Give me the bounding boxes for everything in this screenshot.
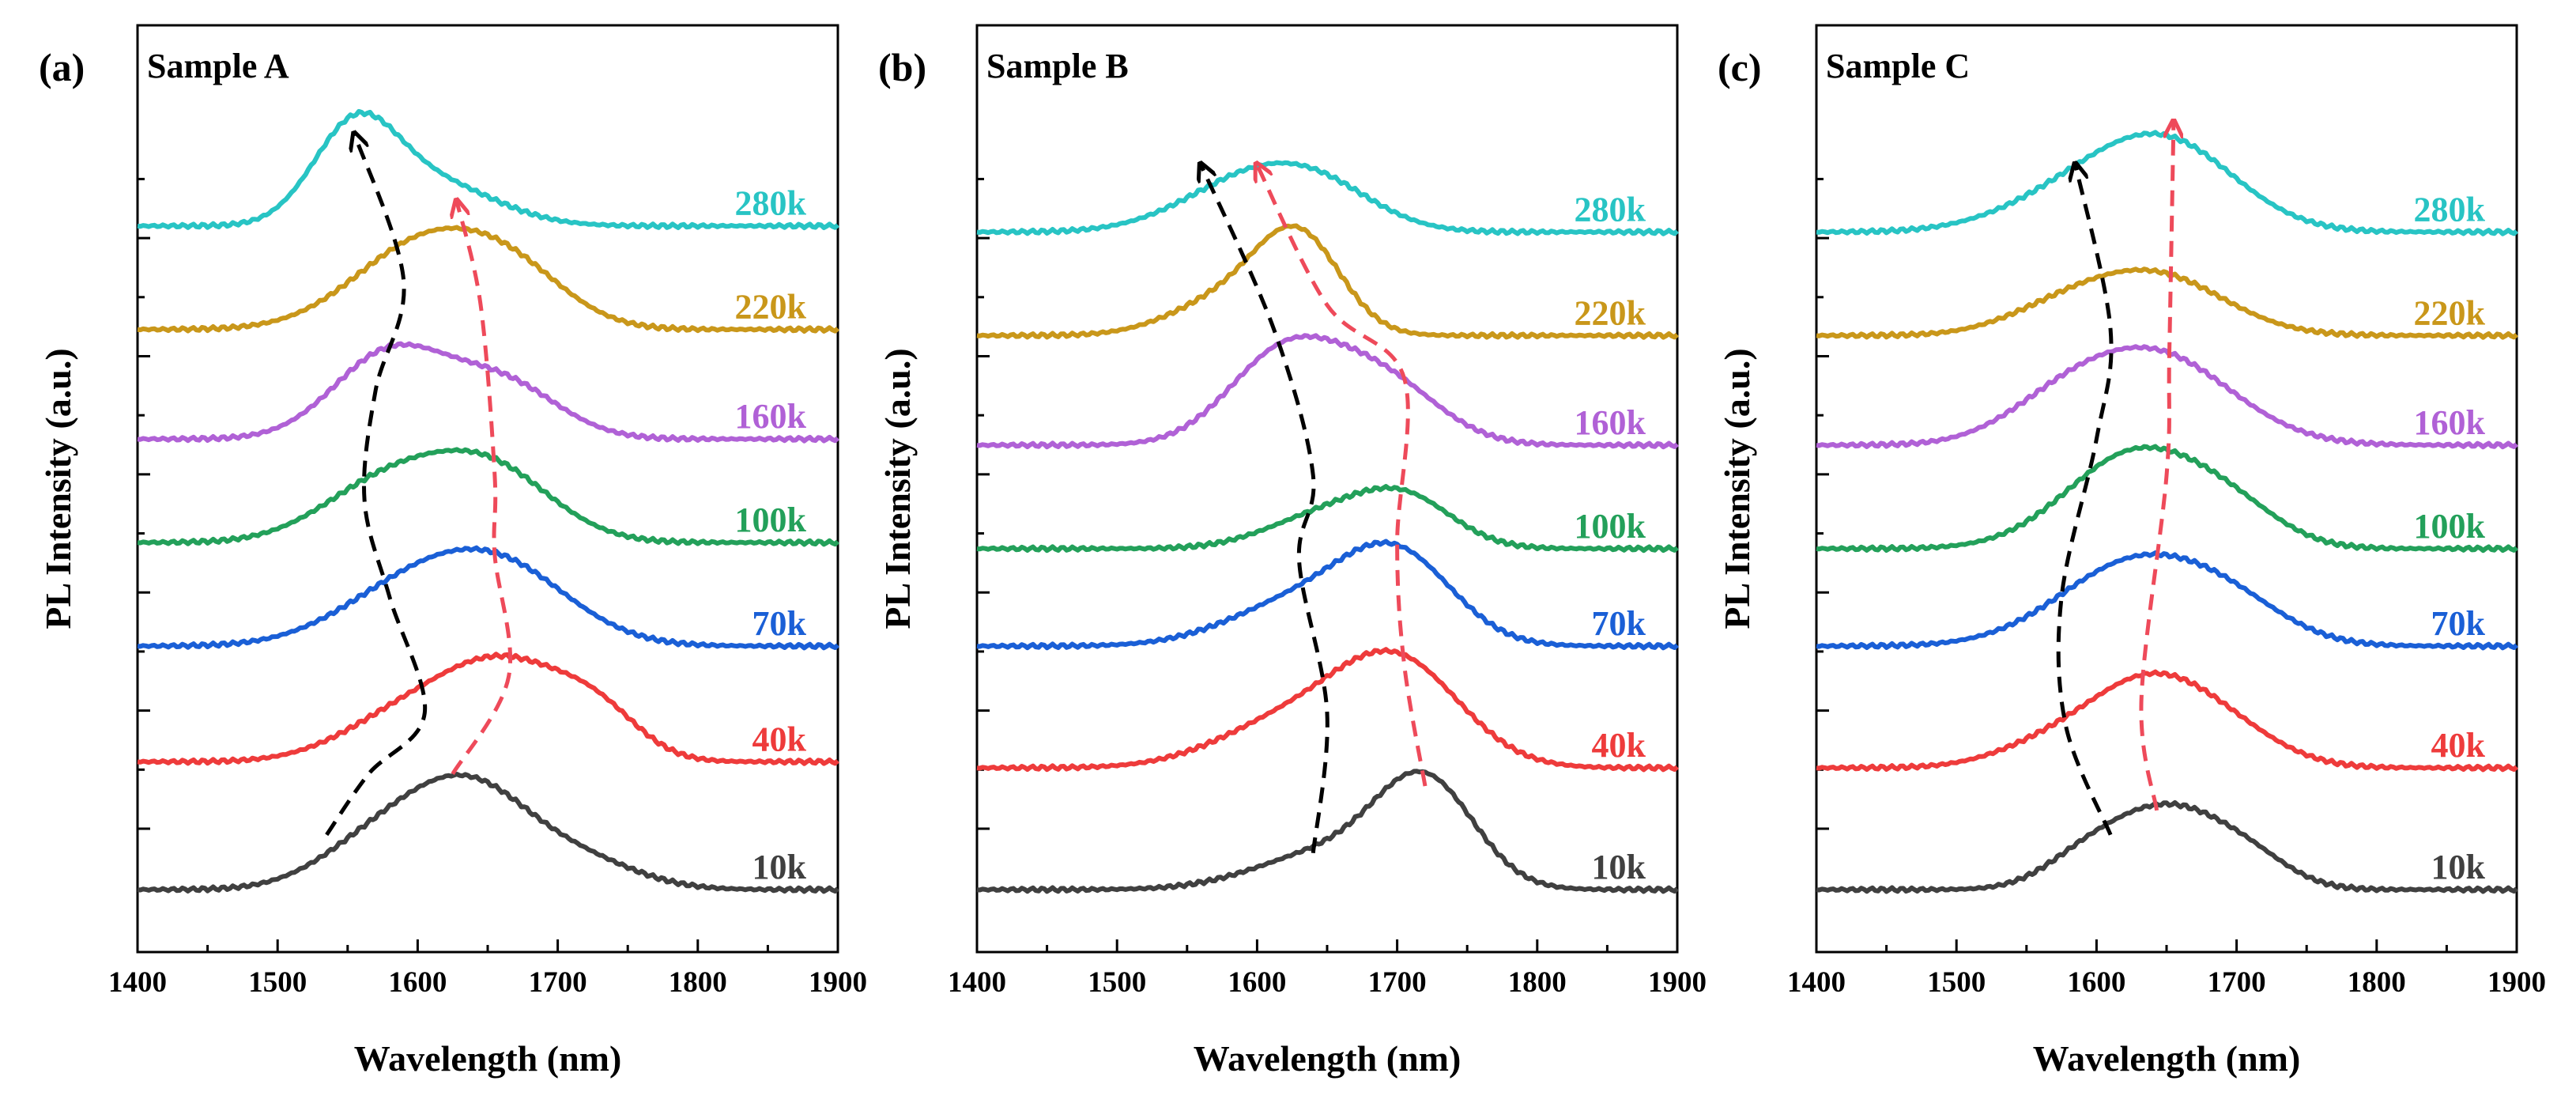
- spectrum-280k: [976, 160, 1680, 236]
- panel-title: Sample A: [147, 47, 289, 85]
- arrow-red-guide: [2139, 123, 2174, 811]
- x-tick-label: 1600: [1228, 966, 1286, 999]
- spectrum-220k: [1816, 266, 2519, 340]
- x-tick-label: 1600: [2067, 966, 2125, 999]
- x-tick-label: 1600: [388, 966, 447, 999]
- spectrum-220k: [976, 223, 1680, 340]
- x-tick-label: 1700: [1368, 966, 1427, 999]
- spectrum-220k: [137, 225, 840, 334]
- x-axis-title: Wavelength (nm): [354, 1038, 622, 1079]
- series-label-100k: 100k: [2414, 507, 2486, 546]
- series-label-220k: 220k: [1575, 293, 1646, 332]
- x-tick-label: 1400: [1787, 966, 1846, 999]
- panel-title: Sample B: [986, 47, 1129, 85]
- spectrum-160k: [976, 333, 1680, 450]
- spectrum-70k: [976, 538, 1680, 651]
- spectrum-10k: [976, 769, 1680, 894]
- x-tick-label: 1500: [248, 966, 307, 999]
- arrow-red-guide: [453, 202, 513, 775]
- spectrum-10k: [1816, 799, 2519, 894]
- x-tick-label: 1900: [1648, 966, 1707, 999]
- series-label-280k: 280k: [735, 184, 807, 223]
- series-label-40k: 40k: [752, 720, 807, 758]
- series-label-70k: 70k: [1592, 604, 1646, 643]
- panel-title: Sample C: [1826, 47, 1970, 85]
- spectrum-160k: [1816, 344, 2519, 450]
- arrow-black-guide: [325, 134, 428, 837]
- panel-label: (c): [1718, 45, 1762, 89]
- spectrum-70k: [1816, 550, 2519, 651]
- spectrum-40k: [976, 647, 1680, 773]
- x-axis-title: Wavelength (nm): [1194, 1038, 1461, 1079]
- spectrum-280k: [137, 108, 840, 231]
- series-label-70k: 70k: [2431, 604, 2486, 643]
- arrow-black-guide: [2056, 165, 2114, 836]
- spectrum-100k: [976, 484, 1680, 554]
- spectrum-70k: [137, 545, 840, 651]
- spectrum-100k: [1816, 444, 2519, 554]
- x-tick-label: 1900: [2487, 966, 2546, 999]
- spectrum-40k: [137, 652, 840, 766]
- y-axis-title: PL Intensity (a.u.): [38, 348, 78, 629]
- x-tick-label: 1800: [1508, 966, 1567, 999]
- series-label-10k: 10k: [752, 848, 807, 886]
- x-tick-label: 1800: [669, 966, 727, 999]
- series-label-10k: 10k: [1592, 848, 1646, 886]
- x-tick-label: 1400: [108, 966, 167, 999]
- x-tick-label: 1500: [1088, 966, 1146, 999]
- x-tick-label: 1900: [809, 966, 867, 999]
- x-tick-label: 1400: [948, 966, 1006, 999]
- x-tick-label: 1500: [1927, 966, 1986, 999]
- panel-a: 1400 1500 1600 1700 1800 1900 Wavelength (nm) P…: [38, 24, 867, 1079]
- series-label-40k: 40k: [1592, 726, 1646, 765]
- y-axis-title: PL Intensity (a.u.): [877, 348, 918, 629]
- spectrum-280k: [1816, 130, 2519, 236]
- panel-label: (a): [39, 45, 85, 89]
- arrow-black-guide: [1201, 165, 1329, 854]
- panel-c: 1400 1500 1600 1700 1800 1900 Wavelength (nm) P…: [1717, 24, 2546, 1079]
- plot-frame: [136, 24, 839, 954]
- x-tick-label: 1700: [2208, 966, 2266, 999]
- series-label-100k: 100k: [735, 501, 807, 539]
- series-label-70k: 70k: [752, 604, 807, 643]
- x-axis-title: Wavelength (nm): [2033, 1038, 2301, 1079]
- plot-frame: [1815, 24, 2518, 954]
- series-label-100k: 100k: [1575, 507, 1646, 546]
- series-label-220k: 220k: [2414, 293, 2486, 332]
- spectrum-100k: [137, 447, 840, 547]
- panel-b: 1400 1500 1600 1700 1800 1900 Wavelength (nm) P…: [877, 24, 1707, 1079]
- series-label-40k: 40k: [2431, 726, 2486, 765]
- arrow-red-guide: [1257, 165, 1428, 787]
- series-label-10k: 10k: [2431, 848, 2486, 886]
- spectrum-40k: [1816, 669, 2519, 773]
- series-label-160k: 160k: [2414, 403, 2486, 442]
- series-label-160k: 160k: [735, 397, 807, 436]
- series-label-280k: 280k: [2414, 190, 2486, 229]
- spectrum-10k: [137, 772, 840, 894]
- series-label-220k: 220k: [735, 288, 807, 327]
- x-tick-label: 1800: [2348, 966, 2406, 999]
- x-tick-label: 1700: [529, 966, 587, 999]
- panel-label: (b): [878, 45, 926, 89]
- series-label-160k: 160k: [1575, 403, 1646, 442]
- y-axis-title: PL Intensity (a.u.): [1717, 348, 1757, 629]
- series-label-280k: 280k: [1575, 190, 1646, 229]
- spectrum-160k: [137, 341, 840, 444]
- plot-frame: [975, 24, 1679, 954]
